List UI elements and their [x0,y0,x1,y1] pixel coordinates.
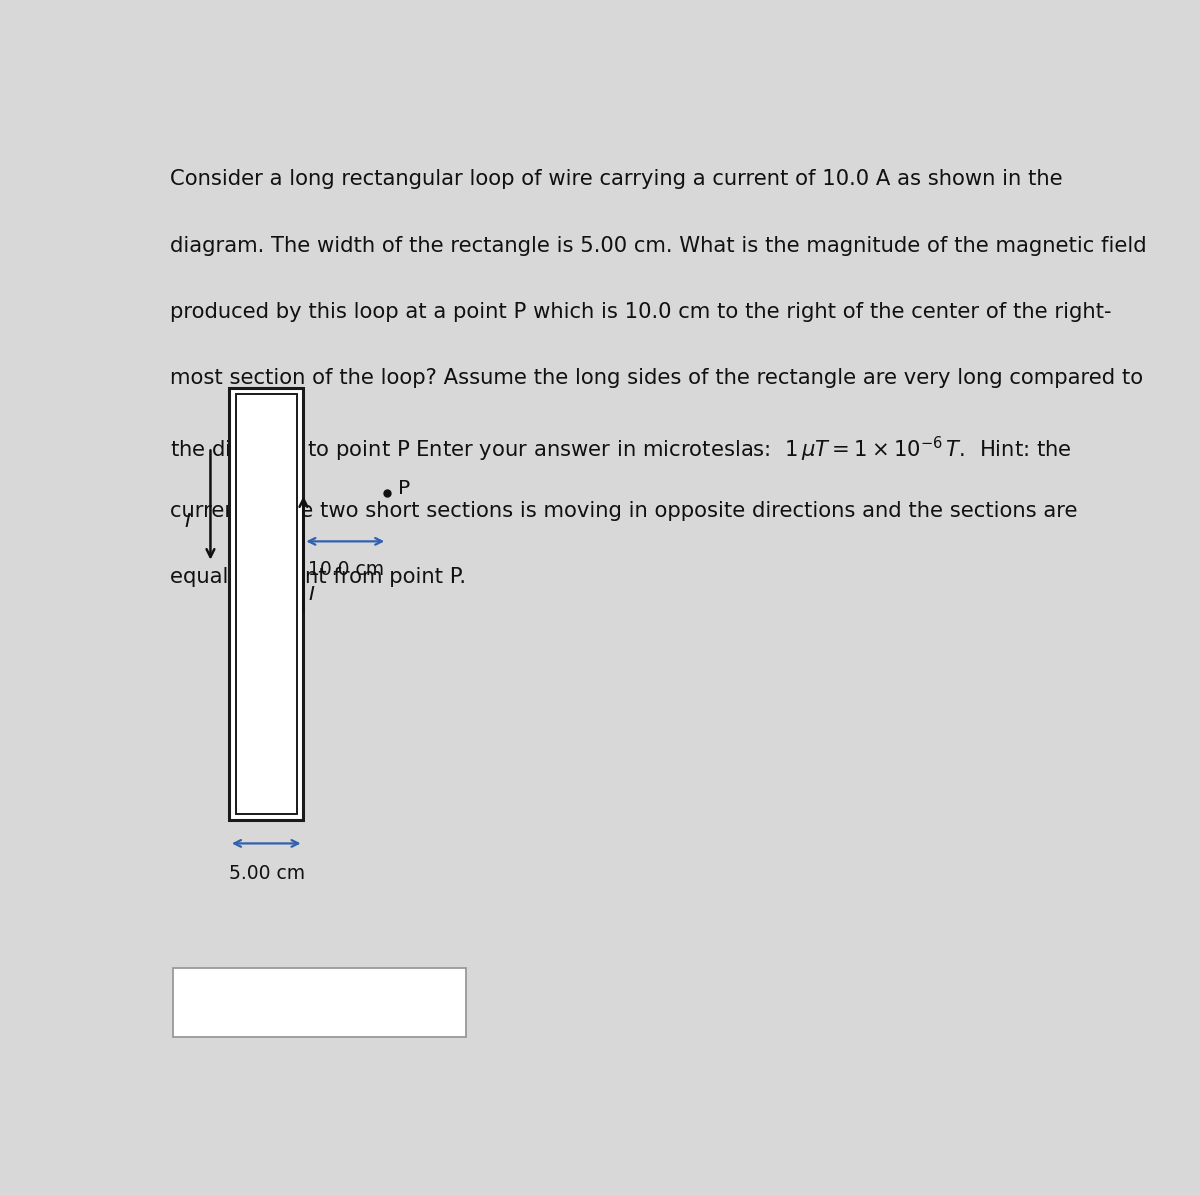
Text: the distance to point P Enter your answer in microteslas:  $1\,\mu T = 1 \times : the distance to point P Enter your answe… [170,434,1073,464]
Bar [229,388,304,820]
Bar [173,968,466,1037]
Text: produced by this loop at a point P which is 10.0 cm to the right of the center o: produced by this loop at a point P which… [170,301,1112,322]
Text: 10.0 cm: 10.0 cm [308,560,384,579]
Text: equally distant from point P.: equally distant from point P. [170,567,467,587]
Text: P: P [398,480,410,499]
Text: diagram. The width of the rectangle is 5.00 cm. What is the magnitude of the mag: diagram. The width of the rectangle is 5… [170,236,1147,256]
Text: most section of the loop? Assume the long sides of the rectangle are very long c: most section of the loop? Assume the lon… [170,368,1144,389]
Text: current in the two short sections is moving in opposite directions and the secti: current in the two short sections is mov… [170,501,1078,520]
Text: I: I [185,512,190,531]
Text: Consider a long rectangular loop of wire carrying a current of 10.0 A as shown i: Consider a long rectangular loop of wire… [170,170,1063,189]
Text: I: I [308,585,314,604]
Text: 5.00 cm: 5.00 cm [229,864,305,883]
Bar [235,393,296,814]
